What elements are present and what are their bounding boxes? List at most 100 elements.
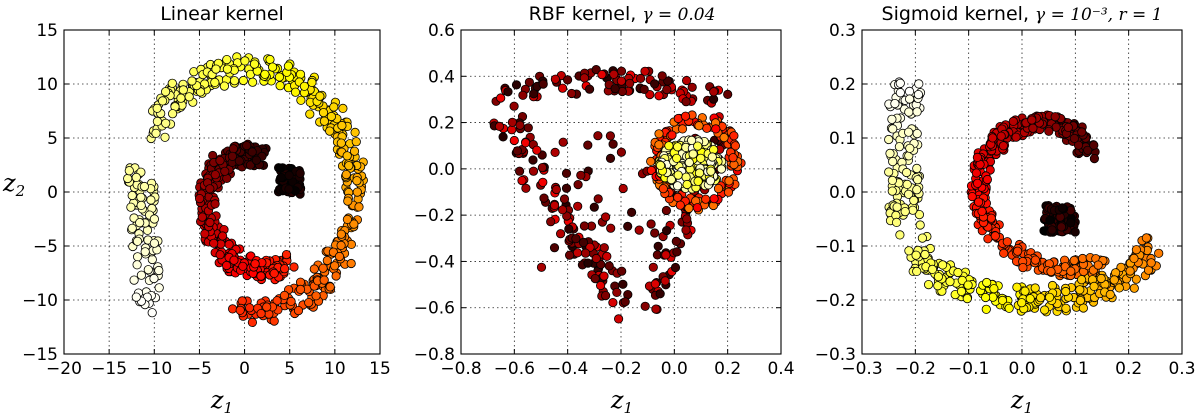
linear-kernel-point-737 <box>161 87 171 97</box>
rbf-kernel-point-310 <box>626 207 637 217</box>
linear-kernel-point-889 <box>131 292 141 302</box>
sigmoid-kernel-point-790 <box>982 277 992 288</box>
rbf-kernel-point-233 <box>512 146 523 156</box>
sigmoid-kernel-point-770 <box>1131 245 1142 255</box>
rbf-kernel-point-318 <box>593 131 603 141</box>
rbf-kernel-ytick-label-5: 0.2 <box>428 114 455 134</box>
rbf-kernel-xtick-label-1: −0.6 <box>494 359 535 379</box>
rbf-kernel-point-128 <box>625 78 635 89</box>
sigmoid-kernel-point-473 <box>912 163 922 173</box>
sigmoid-kernel-point-687 <box>1036 293 1046 303</box>
rbf-kernel-point-270 <box>617 266 627 276</box>
linear-kernel-ytick-label-2: −5 <box>33 237 58 257</box>
sigmoid-kernel-point-768 <box>1028 123 1038 133</box>
rbf-kernel-ytick-label-2: −0.4 <box>414 252 455 272</box>
linear-kernel-point-876 <box>211 64 221 74</box>
sigmoid-kernel-ytick-label-1: −0.2 <box>815 291 856 311</box>
rbf-kernel-point-726 <box>655 160 666 170</box>
rbf-kernel-ytick-label-6: 0.4 <box>428 67 455 87</box>
linear-kernel-point-216 <box>238 75 248 86</box>
linear-kernel-point-347 <box>136 192 146 202</box>
linear-kernel-title: Linear kernel <box>160 3 284 25</box>
rbf-kernel-point-143 <box>524 77 535 87</box>
rbf-kernel-point-202 <box>503 87 513 97</box>
sigmoid-kernel-point-611 <box>911 250 921 260</box>
sigmoid-kernel-point-802 <box>1047 280 1058 291</box>
rbf-kernel-xtick-label-4: 0.0 <box>661 359 688 379</box>
sigmoid-kernel-point-788 <box>903 127 914 137</box>
rbf-kernel-point-311 <box>646 219 656 229</box>
linear-kernel-point-344 <box>305 109 315 119</box>
sigmoid-kernel-ytick-label-4: 0.1 <box>829 129 856 149</box>
linear-kernel-point-798 <box>274 72 284 82</box>
sigmoid-kernel-point-851 <box>1129 253 1139 263</box>
rbf-kernel-point-307 <box>661 205 672 216</box>
sigmoid-kernel-point-670 <box>1008 116 1018 127</box>
rbf-kernel-point-312 <box>561 168 572 178</box>
rbf-kernel-point-256 <box>597 70 607 80</box>
rbf-kernel-title: RBF kernel, γ = 0.04 <box>529 3 716 25</box>
sigmoid-kernel-title-text: Sigmoid kernel, <box>882 3 1036 25</box>
linear-kernel-point-790 <box>326 111 336 122</box>
rbf-kernel-point-205 <box>649 79 660 89</box>
linear-kernel-point-888 <box>283 61 293 71</box>
sigmoid-kernel-point-871 <box>1044 126 1054 136</box>
rbf-kernel-point-247 <box>509 101 519 111</box>
linear-kernel-point-703 <box>224 239 234 249</box>
linear-kernel-point-822 <box>352 176 362 186</box>
sigmoid-kernel-point-763 <box>912 185 922 195</box>
linear-kernel-xtick-label-2: −10 <box>136 359 172 379</box>
rbf-kernel-point-251 <box>608 297 618 308</box>
rbf-kernel-point-197 <box>670 262 681 273</box>
linear-kernel-point-850 <box>218 231 228 241</box>
sigmoid-kernel-point-885 <box>1069 133 1080 143</box>
rbf-kernel-point-449 <box>654 140 664 150</box>
rbf-kernel-point-241 <box>494 121 505 132</box>
linear-kernel-point-863 <box>256 271 266 281</box>
rbf-kernel-point-192 <box>514 166 525 176</box>
linear-kernel-point-880 <box>215 156 225 166</box>
sigmoid-kernel-point-408 <box>914 79 924 89</box>
rbf-kernel-point-305 <box>648 262 658 272</box>
sigmoid-kernel-point-835 <box>892 202 902 212</box>
rbf-kernel-point-728 <box>672 181 683 191</box>
sigmoid-kernel-point-778 <box>1045 215 1055 225</box>
linear-kernel-point-709 <box>219 81 229 91</box>
sigmoid-kernel-point-797 <box>982 174 993 185</box>
sigmoid-kernel-point-859 <box>901 167 912 178</box>
linear-kernel-point-891 <box>267 62 278 72</box>
rbf-kernel-point-228 <box>591 65 601 75</box>
linear-kernel-point-882 <box>210 170 220 180</box>
sigmoid-kernel-point-754 <box>888 157 898 167</box>
rbf-kernel-point-219 <box>609 69 619 79</box>
linear-kernel-point-895 <box>286 296 296 306</box>
linear-kernel-point-842 <box>325 282 335 292</box>
sigmoid-kernel-ytick-label-5: 0.2 <box>829 75 856 95</box>
sigmoid-kernel-point-892 <box>1056 222 1067 232</box>
sigmoid-kernel-point-696 <box>895 88 906 98</box>
sigmoid-kernel-point-488 <box>888 124 898 134</box>
linear-kernel-point-637 <box>146 195 156 205</box>
sigmoid-kernel-point-459 <box>1129 283 1139 293</box>
linear-kernel-ytick-label-1: −10 <box>22 291 58 311</box>
rbf-kernel-point-30 <box>566 88 577 99</box>
rbf-kernel-point-14 <box>654 91 664 101</box>
rbf-kernel-point-315 <box>661 226 672 236</box>
linear-kernel-xtick-label-1: −15 <box>91 359 127 379</box>
sigmoid-kernel-point-792 <box>895 78 905 88</box>
sigmoid-kernel-point-849 <box>927 264 938 274</box>
sigmoid-kernel-xlabel: z1 <box>1010 386 1033 413</box>
rbf-kernel-point-681 <box>672 142 683 152</box>
rbf-kernel-point-714 <box>688 149 698 159</box>
sigmoid-kernel-point-883 <box>1089 140 1099 150</box>
sigmoid-kernel-point-846 <box>895 230 905 240</box>
sigmoid-kernel-point-898 <box>963 280 973 290</box>
rbf-kernel-point-306 <box>576 170 586 180</box>
linear-kernel-point-817 <box>140 247 150 257</box>
sigmoid-kernel-point-875 <box>1125 266 1135 276</box>
sigmoid-kernel-xtick-label-6: 0.3 <box>1168 359 1195 379</box>
rbf-kernel-point-705 <box>696 153 706 163</box>
linear-kernel-point-186 <box>143 265 153 275</box>
linear-kernel-point-741 <box>296 95 306 105</box>
